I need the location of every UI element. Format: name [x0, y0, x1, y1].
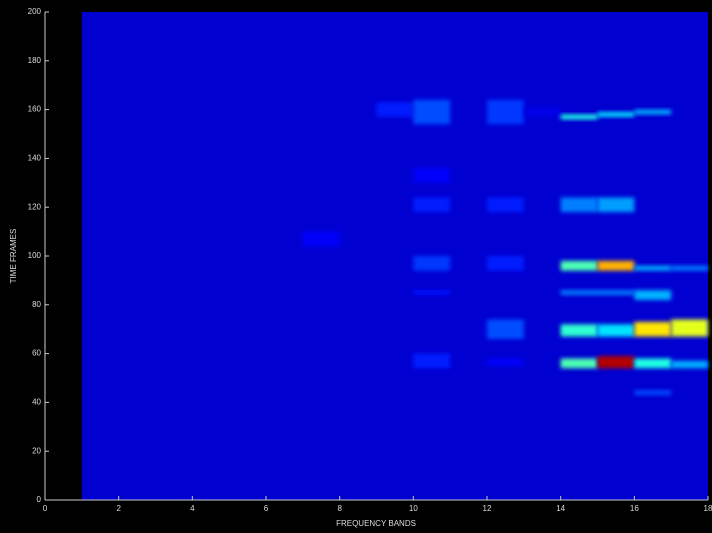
x-tick-label: 12	[483, 504, 492, 513]
heat-cell	[671, 265, 708, 271]
y-tick-label: 40	[32, 398, 41, 407]
heat-cell	[671, 319, 708, 337]
y-tick-label: 0	[37, 495, 42, 504]
heat-cell	[634, 321, 672, 337]
heat-cell	[560, 290, 635, 296]
y-tick-label: 200	[28, 7, 42, 16]
x-axis-label: FREQUENCY BANDS	[336, 519, 416, 528]
y-tick-label: 140	[28, 154, 42, 163]
heat-cell	[487, 319, 524, 339]
x-tick-label: 10	[409, 504, 418, 513]
heat-cell	[376, 102, 414, 117]
x-tick-label: 4	[190, 504, 195, 513]
heat-cell	[487, 99, 524, 125]
y-tick-label: 100	[28, 251, 42, 260]
heat-cell	[560, 114, 598, 120]
heat-cell	[413, 353, 451, 369]
heat-cell	[634, 390, 672, 396]
heat-cell	[560, 197, 598, 213]
y-tick-label: 20	[32, 446, 41, 455]
heat-cell	[413, 197, 451, 213]
x-tick-label: 14	[556, 504, 565, 513]
heat-cell	[487, 197, 524, 213]
heat-cell	[560, 260, 598, 271]
heatmap	[81, 12, 709, 500]
heat-cell	[597, 324, 635, 337]
y-axis-label: TIME FRAMES	[9, 229, 18, 284]
heat-cell	[671, 360, 708, 369]
heat-cell	[597, 112, 635, 117]
heat-cell	[634, 358, 672, 369]
y-tick-label: 80	[32, 300, 41, 309]
heat-cell	[560, 324, 598, 337]
x-tick-label: 6	[264, 504, 269, 513]
heat-cell	[597, 356, 635, 369]
heat-cell	[487, 256, 524, 271]
y-tick-label: 160	[28, 105, 42, 114]
heat-cell	[302, 231, 340, 247]
x-tick-label: 0	[43, 504, 48, 513]
y-tick-label: 180	[28, 56, 42, 65]
heat-cell	[413, 256, 451, 271]
heat-cell	[413, 290, 451, 296]
x-tick-label: 18	[704, 504, 712, 513]
heat-cell	[560, 358, 598, 369]
heat-cell	[487, 358, 524, 366]
y-tick-label: 120	[28, 202, 42, 211]
heat-cell	[634, 265, 672, 271]
heat-cell	[413, 168, 451, 183]
heat-cell	[523, 107, 561, 117]
y-tick-label: 60	[32, 349, 41, 358]
heat-cell	[634, 109, 672, 115]
x-tick-label: 16	[630, 504, 639, 513]
heat-cell	[81, 12, 709, 500]
heat-cell	[597, 197, 635, 213]
heat-cell	[634, 290, 672, 300]
x-tick-label: 2	[116, 504, 121, 513]
heat-cell	[413, 99, 451, 125]
heat-cell	[597, 260, 635, 271]
x-tick-label: 8	[337, 504, 342, 513]
